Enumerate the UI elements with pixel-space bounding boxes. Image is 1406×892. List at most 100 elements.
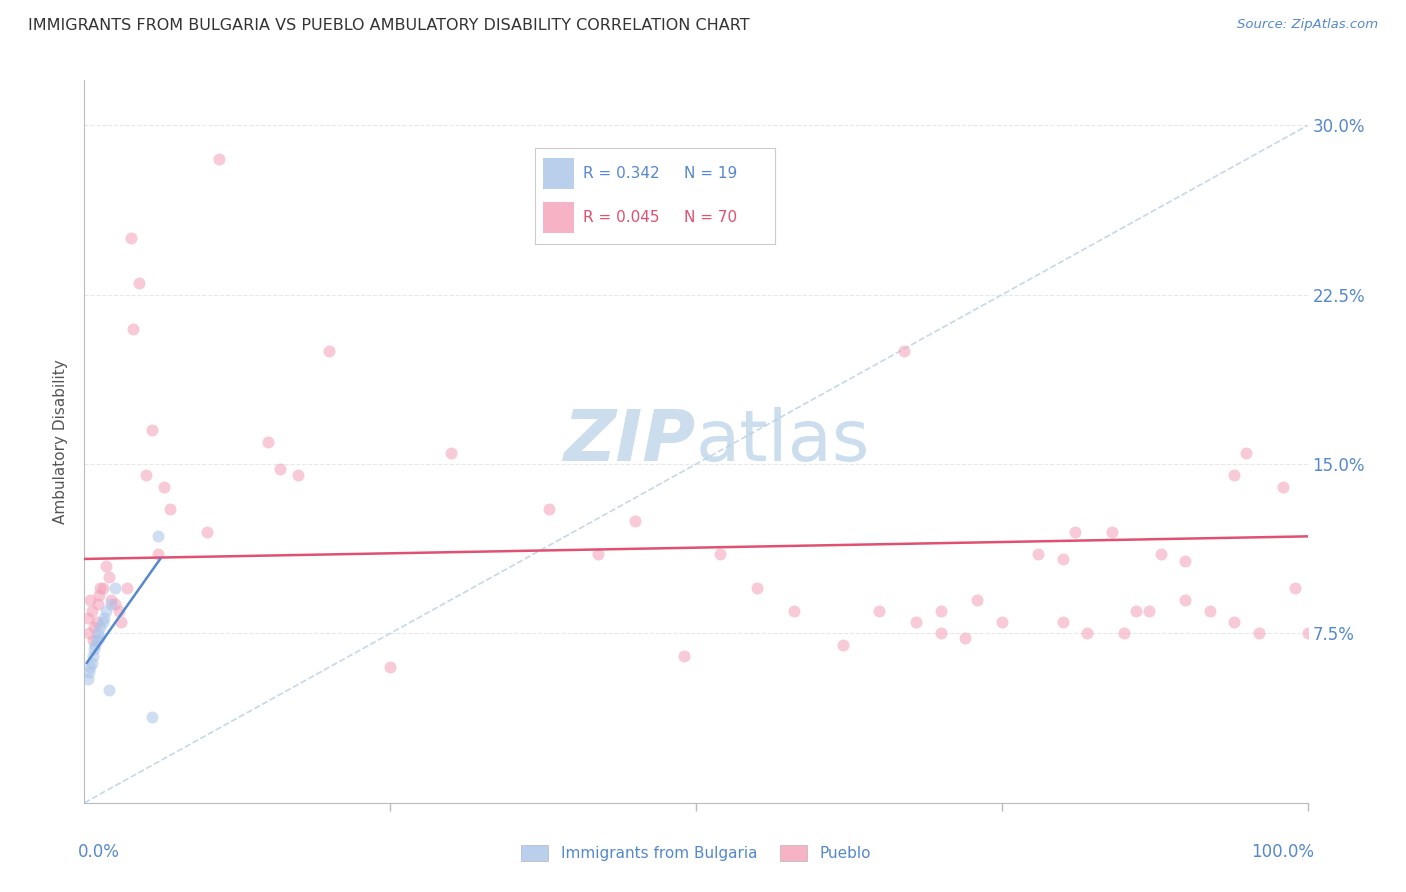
Point — [869, 604, 891, 618]
Point — [91, 615, 114, 630]
Point — [107, 604, 129, 618]
Point — [97, 682, 120, 697]
Point — [77, 610, 100, 624]
Point — [86, 615, 108, 630]
Point — [1236, 446, 1258, 460]
Point — [100, 597, 122, 611]
Point — [115, 582, 138, 596]
Legend: Immigrants from Bulgaria, Pueblo: Immigrants from Bulgaria, Pueblo — [515, 839, 877, 867]
Point — [1076, 626, 1098, 640]
Point — [153, 480, 176, 494]
Point — [159, 502, 181, 516]
Point — [1223, 615, 1246, 630]
Point — [110, 615, 132, 630]
Point — [87, 631, 110, 645]
Point — [783, 604, 806, 618]
Point — [380, 660, 402, 674]
Point — [257, 434, 280, 449]
Point — [440, 446, 463, 460]
Point — [141, 423, 163, 437]
Point — [146, 548, 169, 562]
Point — [83, 642, 105, 657]
Point — [89, 582, 111, 596]
Point — [1101, 524, 1123, 539]
Bar — [543, 158, 574, 188]
Point — [318, 344, 340, 359]
Point — [104, 582, 127, 596]
Point — [146, 529, 169, 543]
Point — [83, 620, 105, 634]
Text: N = 19: N = 19 — [683, 166, 737, 181]
Text: ZIP: ZIP — [564, 407, 696, 476]
Point — [586, 548, 609, 562]
Point — [77, 626, 100, 640]
Bar — [543, 202, 574, 233]
Point — [709, 548, 731, 562]
Point — [141, 710, 163, 724]
Point — [1114, 626, 1136, 640]
Point — [208, 153, 231, 167]
Point — [287, 468, 309, 483]
Point — [1052, 552, 1074, 566]
Point — [1284, 582, 1306, 596]
Point — [84, 638, 107, 652]
Point — [747, 582, 769, 596]
Point — [89, 620, 111, 634]
Point — [1028, 548, 1050, 562]
Text: 100.0%: 100.0% — [1251, 843, 1313, 861]
Point — [104, 597, 127, 611]
Point — [269, 461, 291, 475]
Point — [893, 344, 915, 359]
Point — [1137, 604, 1160, 618]
Point — [905, 615, 928, 630]
Point — [1223, 468, 1246, 483]
Point — [929, 626, 952, 640]
Point — [1064, 524, 1087, 539]
Point — [97, 570, 120, 584]
Point — [672, 648, 695, 663]
Point — [122, 321, 145, 335]
Point — [624, 514, 647, 528]
Point — [96, 558, 118, 573]
Point — [195, 524, 218, 539]
Point — [91, 582, 114, 596]
Point — [80, 604, 103, 618]
Point — [96, 604, 118, 618]
Point — [538, 502, 561, 516]
Point — [1296, 626, 1319, 640]
Text: IMMIGRANTS FROM BULGARIA VS PUEBLO AMBULATORY DISABILITY CORRELATION CHART: IMMIGRANTS FROM BULGARIA VS PUEBLO AMBUL… — [28, 18, 749, 33]
Point — [991, 615, 1014, 630]
Point — [100, 592, 122, 607]
Point — [120, 231, 142, 245]
Point — [77, 672, 100, 686]
Point — [93, 610, 115, 624]
Point — [87, 597, 110, 611]
Point — [966, 592, 988, 607]
Point — [929, 604, 952, 618]
Point — [1174, 592, 1197, 607]
Text: N = 70: N = 70 — [683, 210, 737, 225]
Y-axis label: Ambulatory Disability: Ambulatory Disability — [53, 359, 69, 524]
Point — [1247, 626, 1270, 640]
Point — [1150, 548, 1173, 562]
Point — [87, 626, 110, 640]
Text: R = 0.342: R = 0.342 — [583, 166, 659, 181]
Point — [1174, 554, 1197, 568]
Point — [1198, 604, 1220, 618]
Point — [79, 660, 101, 674]
Point — [80, 656, 103, 670]
Point — [1125, 604, 1147, 618]
Point — [79, 592, 101, 607]
Point — [86, 633, 108, 648]
Text: atlas: atlas — [696, 407, 870, 476]
Text: R = 0.045: R = 0.045 — [583, 210, 659, 225]
Point — [82, 633, 104, 648]
Point — [831, 638, 853, 652]
Point — [1052, 615, 1074, 630]
Text: 0.0%: 0.0% — [79, 843, 120, 861]
Text: Source: ZipAtlas.com: Source: ZipAtlas.com — [1237, 18, 1378, 31]
Point — [135, 468, 157, 483]
Point — [953, 631, 976, 645]
Point — [77, 665, 100, 679]
Point — [1272, 480, 1295, 494]
